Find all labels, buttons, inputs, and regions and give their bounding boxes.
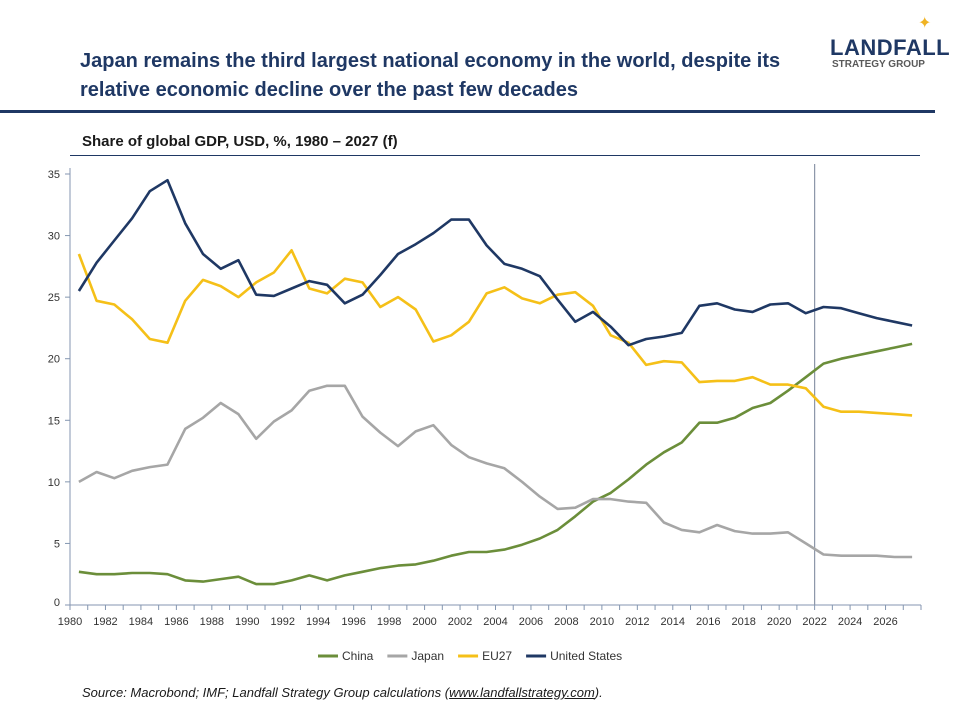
y-tick-label: 30 xyxy=(48,231,60,243)
legend-label: Japan xyxy=(411,649,444,663)
x-tick-label: 1984 xyxy=(129,616,153,628)
x-tick-label: 2020 xyxy=(767,616,791,628)
source-prefix: Source: Macrobond; IMF; Landfall Strateg… xyxy=(82,685,450,700)
y-tick-label: 15 xyxy=(48,415,60,427)
landfall-logo: LANDFALL STRATEGY GROUP xyxy=(830,37,950,71)
x-tick-label: 1988 xyxy=(200,616,224,628)
x-tick-label: 2016 xyxy=(696,616,720,628)
logo-text: LANDFALL xyxy=(830,35,951,60)
y-tick-label: 25 xyxy=(48,292,60,304)
legend-label: United States xyxy=(550,649,622,663)
x-tick-label: 1980 xyxy=(58,616,82,628)
x-tick-label: 1982 xyxy=(93,616,117,628)
y-tick-label: 35 xyxy=(48,169,60,181)
title-divider xyxy=(0,110,935,113)
x-tick-label: 1998 xyxy=(377,616,401,628)
x-tick-label: 2018 xyxy=(731,616,755,628)
source-link[interactable]: www.landfallstrategy.com xyxy=(449,685,595,700)
x-tick-label: 2008 xyxy=(554,616,578,628)
y-tick-label: 0 xyxy=(54,597,60,609)
legend-label: EU27 xyxy=(482,649,512,663)
x-tick-label: 2026 xyxy=(873,616,897,628)
legend-label: China xyxy=(342,649,374,663)
x-tick-label: 1996 xyxy=(341,616,365,628)
chart-subtitle: Share of global GDP, USD, %, 1980 – 2027… xyxy=(82,133,398,150)
source-suffix: ). xyxy=(594,685,603,700)
x-tick-label: 2024 xyxy=(838,616,862,628)
x-tick-label: 2022 xyxy=(802,616,826,628)
x-tick-label: 2004 xyxy=(483,616,507,628)
x-tick-label: 1990 xyxy=(235,616,259,628)
x-tick-label: 2010 xyxy=(590,616,614,628)
x-tick-label: 1986 xyxy=(164,616,188,628)
series-line-eu27 xyxy=(77,249,913,417)
y-tick-label: 10 xyxy=(48,477,60,489)
x-tick-label: 2014 xyxy=(661,616,685,628)
star-icon: ✦ xyxy=(918,15,932,32)
slide-title: Japan remains the third largest national… xyxy=(80,50,781,101)
series-line-japan xyxy=(78,384,913,559)
series-line-united-states xyxy=(77,178,913,347)
y-tick-label: 5 xyxy=(54,538,60,550)
y-tick-label: 20 xyxy=(48,354,60,366)
x-tick-label: 1992 xyxy=(271,616,295,628)
source-note: Source: Macrobond; IMF; Landfall Strateg… xyxy=(82,685,603,701)
series-line-china xyxy=(78,342,913,586)
subtitle-divider xyxy=(70,155,920,156)
logo-subtext: STRATEGY GROUP xyxy=(832,59,925,70)
x-tick-label: 2012 xyxy=(625,616,649,628)
x-tick-label: 2002 xyxy=(448,616,472,628)
x-tick-label: 2006 xyxy=(519,616,543,628)
x-tick-label: 1994 xyxy=(306,616,330,628)
x-tick-label: 2000 xyxy=(412,616,436,628)
